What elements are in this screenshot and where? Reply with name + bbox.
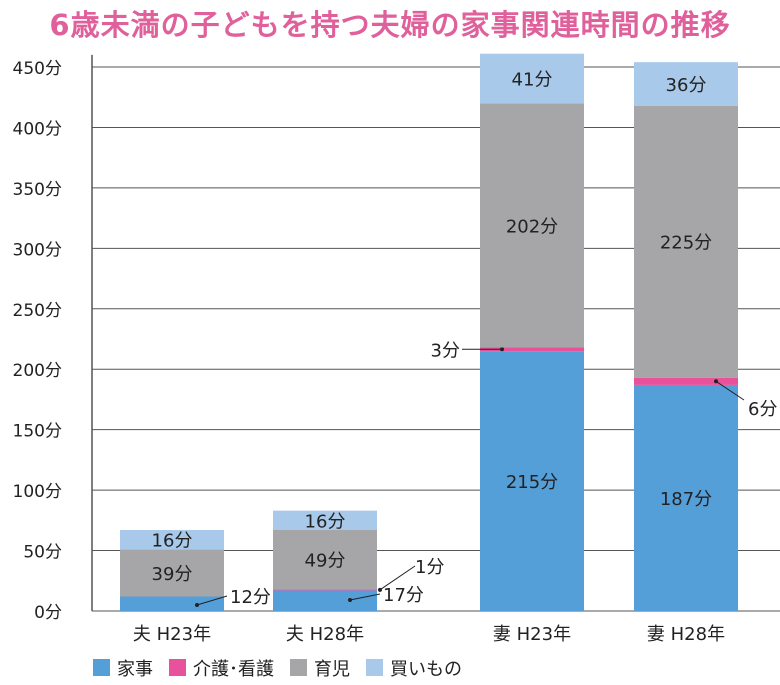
legend-swatch	[366, 659, 383, 676]
callout-dot	[500, 347, 504, 352]
callout-line	[196, 595, 228, 606]
y-tick-label: 50分	[23, 543, 62, 563]
chart-title: 6歳未満の子どもを持つ夫婦の家事関連時間の推移	[49, 8, 731, 42]
y-tick-label: 300分	[13, 240, 62, 260]
data-label: 16分	[305, 511, 346, 532]
callout-line	[715, 380, 745, 401]
bar-segment	[120, 596, 224, 611]
legend-swatch	[169, 659, 186, 676]
legend-label: 育児	[314, 659, 350, 680]
bar-segment	[634, 377, 738, 385]
callout-dot	[195, 603, 199, 607]
x-tick-label: 妻 H28年	[647, 624, 725, 645]
x-tick-label: 夫 H23年	[133, 624, 211, 645]
bar-segment	[634, 105, 738, 378]
data-label: 39分	[152, 564, 193, 585]
legend-label: 買いもの	[390, 659, 462, 680]
bar-segment	[480, 53, 584, 104]
y-tick-label: 400分	[13, 119, 62, 139]
data-label: 36分	[666, 75, 707, 96]
y-tick-label: 200分	[13, 361, 62, 381]
data-label: 49分	[305, 551, 346, 572]
y-tick-label: 450分	[13, 59, 62, 79]
callout-dot	[378, 587, 382, 592]
data-label: 41分	[512, 69, 553, 90]
data-label: 1分	[415, 557, 444, 578]
data-label: 3分	[431, 340, 460, 361]
bar-segment	[273, 530, 377, 590]
data-label: 225分	[660, 233, 712, 254]
bar-segment	[634, 62, 738, 106]
legend-label: 介護･看護	[193, 659, 274, 680]
x-tick-label: 妻 H23年	[493, 624, 571, 645]
y-tick-label: 0分	[34, 603, 62, 623]
legend-swatch	[93, 659, 110, 676]
callout-dot	[714, 379, 718, 384]
y-tick-label: 350分	[13, 180, 62, 200]
bar-segment	[634, 384, 738, 611]
data-label: 202分	[506, 216, 558, 237]
y-tick-label: 150分	[13, 422, 62, 442]
data-label: 17分	[383, 585, 424, 606]
bar-segment	[120, 549, 224, 597]
y-tick-label: 100分	[13, 482, 62, 502]
callout-line	[349, 593, 381, 601]
data-label: 215分	[506, 472, 558, 493]
legend-swatch	[290, 659, 307, 676]
data-label: 6分	[748, 399, 777, 420]
legend-label: 家事	[117, 659, 153, 680]
y-tick-label: 250分	[13, 301, 62, 321]
data-label: 12分	[230, 587, 271, 608]
callout-line	[379, 565, 416, 591]
bar-segment	[273, 589, 377, 591]
bar-segment	[273, 590, 377, 611]
bar-segment	[480, 351, 584, 611]
x-tick-label: 夫 H28年	[286, 624, 364, 645]
bar-segment	[480, 347, 584, 352]
bar-segment	[480, 103, 584, 348]
bar-segment	[120, 530, 224, 550]
data-label: 187分	[660, 489, 712, 510]
callout-dot	[348, 598, 352, 602]
data-label: 16分	[152, 531, 193, 552]
bar-segment	[273, 510, 377, 531]
